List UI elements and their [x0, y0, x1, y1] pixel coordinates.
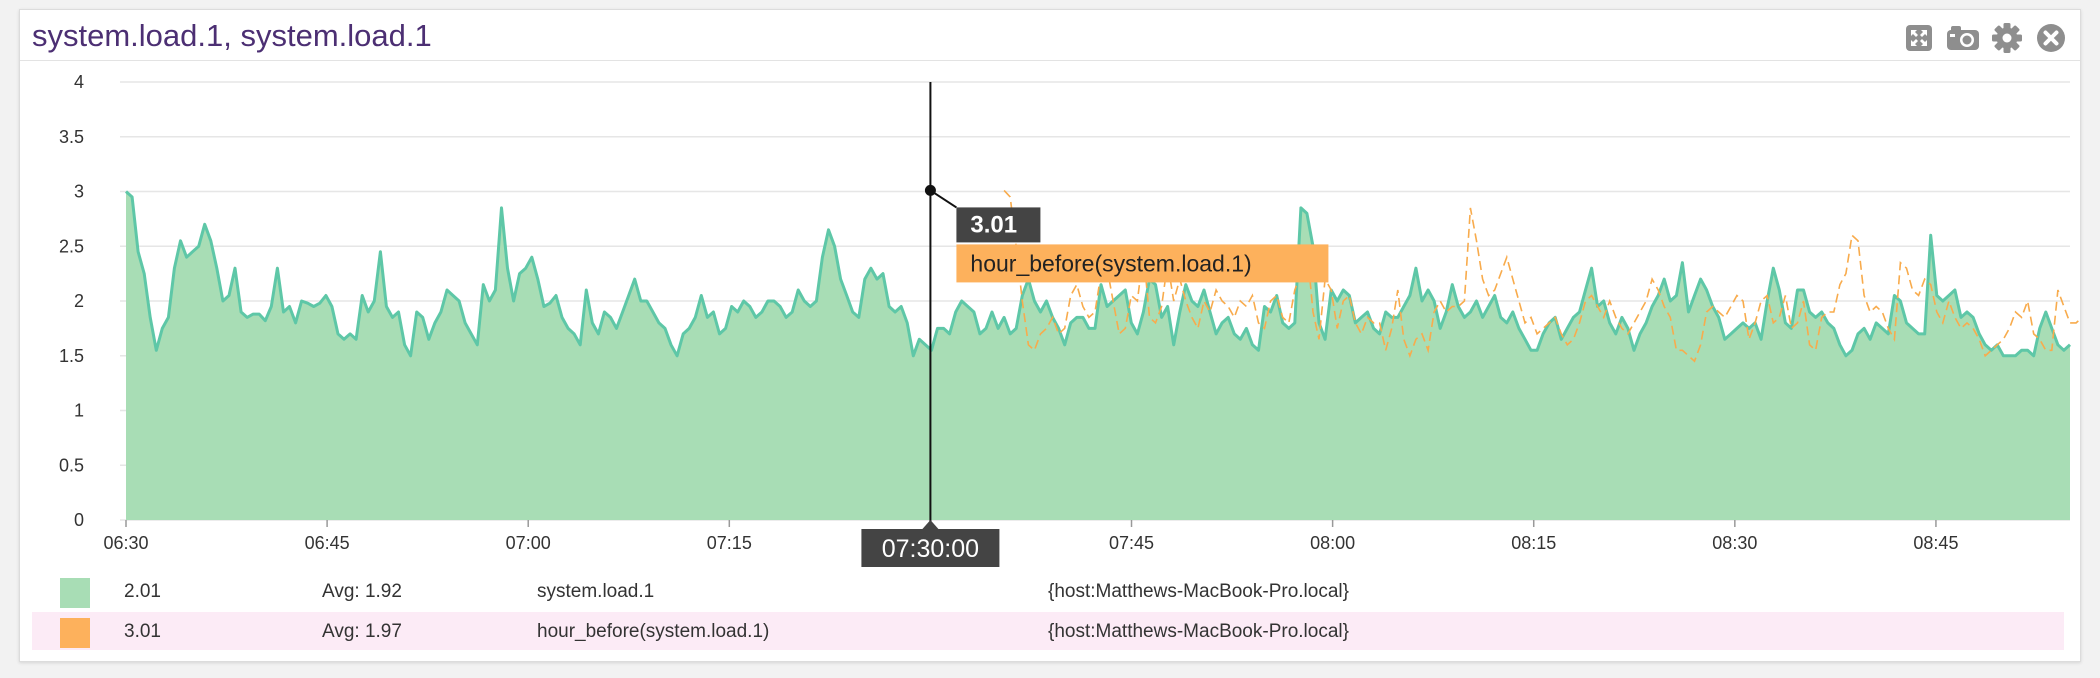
cursor-time-box: [861, 529, 1000, 567]
legend-metric: system.load.1: [537, 581, 655, 602]
y-tick-label: 1: [74, 401, 84, 421]
gear-icon[interactable]: [1990, 21, 2024, 55]
legend-value: 2.01: [124, 581, 161, 602]
camera-icon[interactable]: [1946, 21, 1980, 55]
series-line-system-load-1: [124, 190, 2072, 358]
cursor-time-label: 07:30:00: [882, 535, 979, 563]
legend-row[interactable]: 3.01 Avg: 1.97 hour_before(system.load.1…: [32, 612, 2064, 650]
x-tick-label: 06:45: [305, 533, 350, 553]
y-tick-label: 4: [74, 72, 84, 92]
x-axis-ticks: 06:30 06:45 07:00 07:15 07:45 08:00 08:15 08:30…: [103, 520, 1958, 553]
expand-icon[interactable]: [1902, 21, 1936, 55]
y-tick-label: 0.5: [59, 455, 84, 475]
x-tick-label: 06:30: [103, 533, 148, 553]
x-tick-label: 08:15: [1511, 533, 1556, 553]
legend-avg: Avg: 1.92: [322, 581, 402, 602]
widget-toolbar: [1902, 21, 2068, 55]
x-tick-label: 07:15: [707, 533, 752, 553]
y-tick-label: 2.5: [59, 236, 84, 256]
series-area-system-load-1: [126, 191, 2070, 520]
legend-swatch: [60, 578, 90, 608]
widget-title: system.load.1, system.load.1: [32, 18, 432, 53]
close-icon[interactable]: [2034, 21, 2068, 55]
tooltip-series-box: [956, 244, 1329, 283]
y-tick-label: 3: [74, 182, 84, 202]
tooltip-leader: [929, 189, 957, 209]
y-axis-ticks: 0 0.5 1 1.5 2 2.5 3 3.5 4: [59, 72, 84, 530]
x-tick-label: 08:45: [1913, 533, 1958, 553]
legend-avg: Avg: 1.97: [322, 621, 402, 642]
y-tick-label: 3.5: [59, 127, 84, 147]
y-tick-label: 0: [74, 510, 84, 530]
y-tick-label: 1.5: [59, 346, 84, 366]
x-tick-label: 08:30: [1712, 533, 1757, 553]
x-tick-label: 07:00: [506, 533, 551, 553]
legend-row[interactable]: 2.01 Avg: 1.92 system.load.1 {host:Matth…: [32, 572, 2064, 610]
timeseries-widget: system.load.1, system.load.1: [19, 9, 2081, 662]
legend-swatch: [60, 618, 90, 648]
legend-metric: hour_before(system.load.1): [537, 621, 770, 642]
x-tick-label: 08:00: [1310, 533, 1355, 553]
y-tick-label: 2: [74, 291, 84, 311]
legend-scope: {host:Matthews-MacBook-Pro.local}: [1048, 581, 1349, 602]
title-divider: [20, 60, 2080, 61]
legend-scope: {host:Matthews-MacBook-Pro.local}: [1048, 621, 1349, 642]
hover-cursor: 3.01 hour_before(system.load.1) 07:30:00: [861, 82, 1329, 567]
x-tick-label: 07:45: [1109, 533, 1154, 553]
legend-value: 3.01: [124, 621, 161, 642]
tooltip-series-label: hour_before(system.load.1): [970, 250, 1251, 276]
cursor-time-pointer: [922, 520, 939, 529]
series-line-hour-before: [1003, 189, 2080, 363]
tooltip-value-box: [956, 207, 1041, 243]
tooltip-value: 3.01: [970, 211, 1017, 238]
timeseries-chart[interactable]: 0 0.5 1 1.5 2 2.5 3 3.5 4 06:30 06:45 07:00 07:15 07…: [20, 61, 2080, 569]
